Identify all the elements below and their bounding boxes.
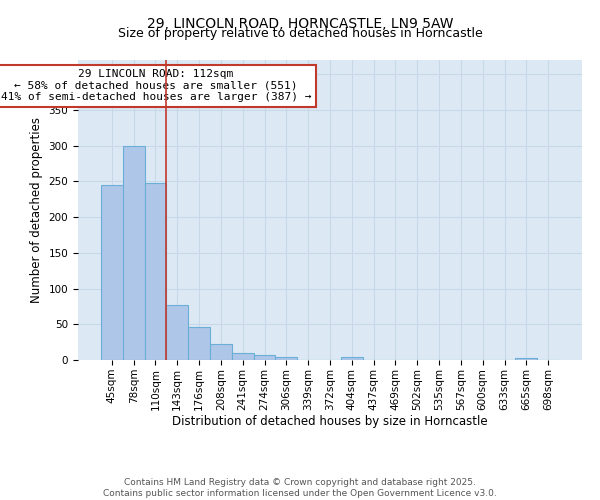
- Bar: [188, 327, 210, 360]
- Bar: [101, 185, 123, 360]
- Text: 29 LINCOLN ROAD: 112sqm
← 58% of detached houses are smaller (551)
41% of semi-d: 29 LINCOLN ROAD: 112sqm ← 58% of detache…: [1, 69, 311, 102]
- Y-axis label: Number of detached properties: Number of detached properties: [30, 117, 43, 303]
- X-axis label: Distribution of detached houses by size in Horncastle: Distribution of detached houses by size …: [172, 416, 488, 428]
- Bar: [145, 183, 166, 360]
- Text: Contains HM Land Registry data © Crown copyright and database right 2025.
Contai: Contains HM Land Registry data © Crown c…: [103, 478, 497, 498]
- Bar: [232, 353, 254, 360]
- Bar: [341, 357, 363, 360]
- Bar: [166, 305, 188, 360]
- Bar: [254, 355, 275, 360]
- Text: 29, LINCOLN ROAD, HORNCASTLE, LN9 5AW: 29, LINCOLN ROAD, HORNCASTLE, LN9 5AW: [147, 18, 453, 32]
- Bar: [210, 344, 232, 360]
- Bar: [275, 357, 297, 360]
- Text: Size of property relative to detached houses in Horncastle: Size of property relative to detached ho…: [118, 28, 482, 40]
- Bar: [515, 358, 537, 360]
- Bar: [123, 146, 145, 360]
